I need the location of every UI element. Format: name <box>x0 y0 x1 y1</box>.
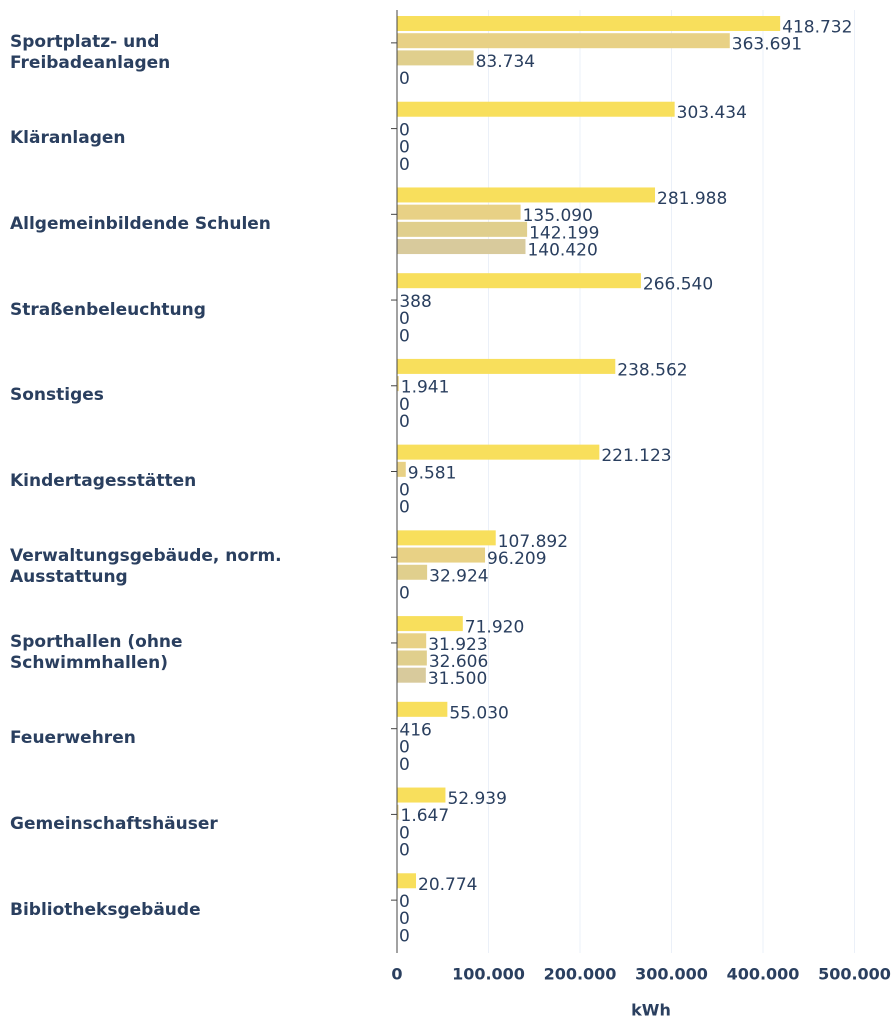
bar <box>397 701 448 717</box>
value-label: 0 <box>399 823 410 843</box>
bar <box>397 187 656 203</box>
value-label: 0 <box>399 841 410 861</box>
value-label: 281.988 <box>657 189 727 209</box>
value-label: 52.939 <box>447 789 506 809</box>
bar <box>397 530 496 546</box>
y-tick-label: Straßenbeleuchtung <box>10 299 206 320</box>
x-tick-label: 0 <box>391 965 402 984</box>
value-label: 0 <box>399 738 410 758</box>
bar <box>397 101 675 117</box>
value-label: 0 <box>399 395 410 415</box>
y-tick-label: Bibliotheksgebäude <box>10 899 201 920</box>
value-label: 142.199 <box>529 223 599 243</box>
bar <box>397 667 426 683</box>
value-label: 31.500 <box>428 669 487 689</box>
bar <box>397 444 600 460</box>
x-tick-label: 200.000 <box>544 965 617 984</box>
value-label: 1.941 <box>401 378 450 398</box>
value-label: 32.924 <box>429 566 488 586</box>
x-tick-label: 300.000 <box>635 965 708 984</box>
value-label: 20.774 <box>418 875 477 895</box>
bar <box>397 650 427 666</box>
value-label: 0 <box>399 892 410 912</box>
bar <box>397 616 463 632</box>
y-tick-label: Feuerwehren <box>10 728 136 749</box>
bar <box>397 547 486 563</box>
x-tick-label: 400.000 <box>727 965 800 984</box>
y-tick-label: Sonstiges <box>10 385 104 406</box>
y-tick-label: Kindertagesstätten <box>10 471 197 491</box>
value-label: 140.420 <box>527 241 597 261</box>
bar <box>397 50 474 66</box>
value-label: 266.540 <box>643 275 713 295</box>
value-label: 9.581 <box>408 463 457 483</box>
value-label: 221.123 <box>601 446 671 466</box>
value-label: 0 <box>399 498 410 518</box>
bar <box>397 204 521 220</box>
bar <box>397 564 428 580</box>
value-label: 1.647 <box>401 806 450 826</box>
bar <box>397 358 616 374</box>
value-label: 303.434 <box>677 103 747 123</box>
y-tick-label: Sporthallen (ohne Schwimmhallen) <box>10 631 183 673</box>
y-tick-label: Verwaltungsgebäude, norm. Ausstattung <box>10 546 282 588</box>
value-label: 83.734 <box>476 52 535 72</box>
bar <box>397 273 641 289</box>
bar <box>397 33 730 49</box>
value-label: 32.606 <box>429 652 488 672</box>
value-label: 0 <box>399 583 410 603</box>
bar <box>397 633 427 649</box>
value-label: 55.030 <box>449 703 508 723</box>
value-label: 31.923 <box>428 635 487 655</box>
value-label: 71.920 <box>465 618 524 638</box>
bar <box>397 221 528 237</box>
x-tick-label: 500.000 <box>818 965 891 984</box>
bar <box>397 16 781 31</box>
value-label: 0 <box>399 326 410 346</box>
y-tick-label: Kläranlagen <box>10 128 126 149</box>
value-label: 0 <box>399 909 410 929</box>
bar <box>397 804 399 820</box>
value-label: 0 <box>399 926 410 946</box>
x-axis-label: kWh <box>631 1001 671 1020</box>
value-label: 135.090 <box>523 206 593 226</box>
value-label: 0 <box>399 755 410 775</box>
value-label: 0 <box>399 412 410 432</box>
y-tick-label: Gemeinschaftshäuser <box>10 813 218 834</box>
value-label: 0 <box>399 120 410 140</box>
value-label: 0 <box>399 309 410 329</box>
y-tick-label: Sportplatz- und Freibadeanlagen <box>10 31 171 73</box>
bar <box>397 461 406 477</box>
value-label: 418.732 <box>782 18 852 38</box>
value-label: 0 <box>399 138 410 158</box>
value-label: 0 <box>399 481 410 501</box>
y-tick-label: Allgemeinbildende Schulen <box>10 213 271 234</box>
bar <box>397 376 399 392</box>
value-label: 96.209 <box>487 549 546 569</box>
value-label: 388 <box>399 292 431 312</box>
value-label: 0 <box>399 69 410 89</box>
bar <box>397 239 526 255</box>
bar <box>397 787 446 803</box>
value-label: 107.892 <box>498 532 568 552</box>
value-label: 238.562 <box>617 360 687 380</box>
bar <box>397 873 417 889</box>
value-label: 0 <box>399 155 410 175</box>
value-label: 416 <box>399 721 431 741</box>
value-label: 363.691 <box>732 35 802 55</box>
x-tick-label: 100.000 <box>452 965 525 984</box>
